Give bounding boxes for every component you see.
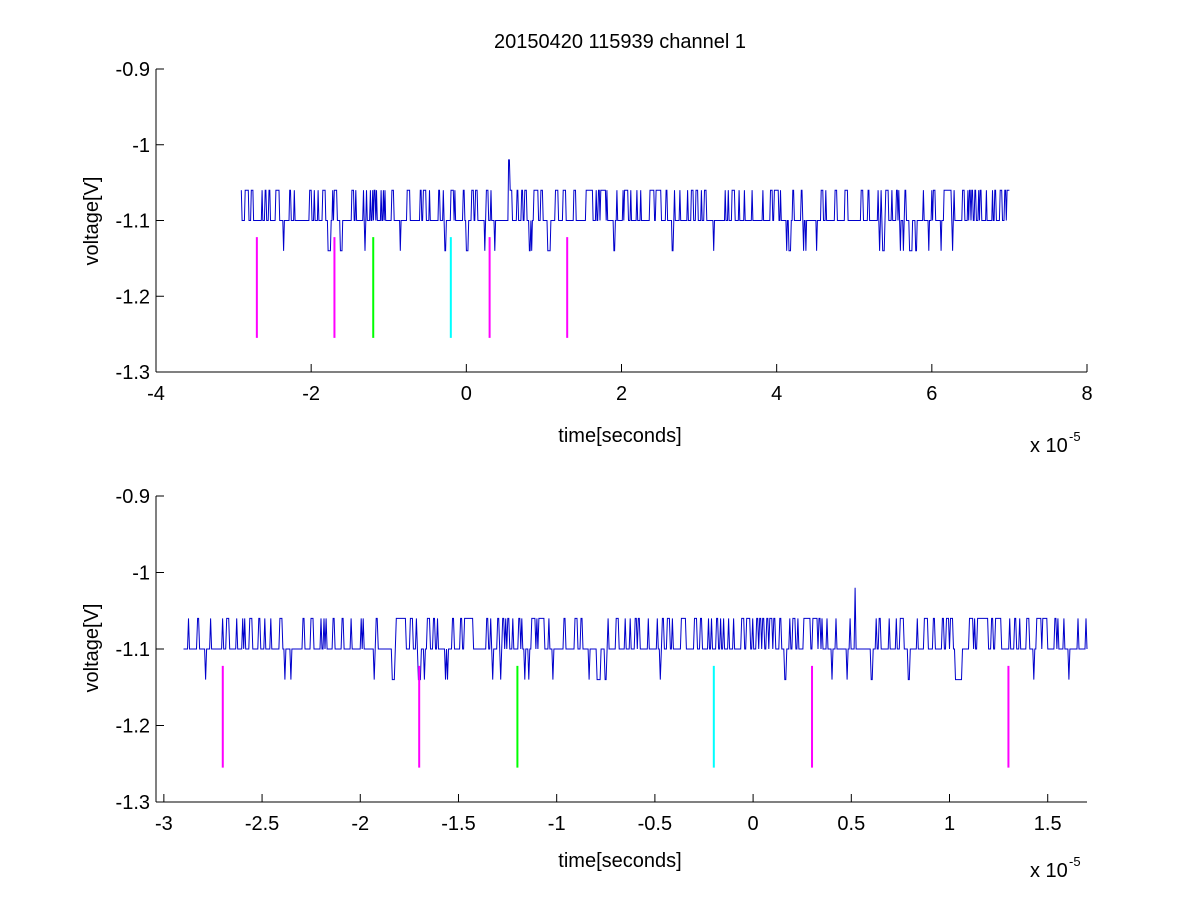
top-x-tick-label: -4 [147,383,165,405]
bottom-y-tick-label: -1.2 [116,716,150,738]
bottom-y-tick-label: -1.3 [116,792,150,814]
bottom-y-axis-label: voltage[V] [81,604,103,693]
top-x-scale-exponent: -5 [1069,429,1081,444]
bottom-x-scale-label: x 10 [1030,860,1068,882]
top-y-tick-label: -1.2 [116,286,150,308]
top-x-tick-label: 0 [461,383,472,405]
top-voltage-trace [240,159,1010,252]
bottom-x-tick-label: 1 [944,813,955,835]
top-x-scale-label: x 10 [1030,435,1068,457]
bottom-event-markers [221,665,1010,768]
top-y-axis-label: voltage[V] [81,177,103,266]
bottom-signal-line [183,587,1088,681]
bottom-x-scale-exponent: -5 [1069,854,1081,869]
bottom-x-tick-label: 1.5 [1034,813,1062,835]
bottom-x-tick-label: 0 [748,813,759,835]
top-x-tick-label: -2 [302,383,320,405]
top-event-markers [255,237,569,338]
top-signal-line [240,159,1010,252]
top-x-tick-label: 6 [926,383,937,405]
bottom-y-tick-label: -1.1 [116,639,150,661]
top-ticks: -4 -2 0 2 4 6 8 -1.3 -1.2 -1.1 -1 -0.9 [116,59,1093,405]
top-x-tick-label: 2 [616,383,627,405]
top-subplot: -4 -2 0 2 4 6 8 -1.3 -1.2 -1.1 -1 -0.9 time[seconds… [81,59,1093,457]
bottom-subplot: -3 -2.5 -2 -1.5 -1 -0.5 0 0.5 1 1.5 -1.3 -1.2 -1.1 -1… [81,486,1088,882]
bottom-y-tick-label: -1 [132,563,150,585]
bottom-x-tick-label: -1.5 [441,813,475,835]
top-x-tick-label: 8 [1081,383,1092,405]
bottom-ticks: -3 -2.5 -2 -1.5 -1 -0.5 0 0.5 1 1.5 -1.3 -1.2 -1.1 -1… [116,486,1062,835]
top-y-tick-label: -0.9 [116,59,150,81]
figure-title: 20150420 115939 channel 1 [494,31,746,53]
bottom-x-tick-label: -0.5 [638,813,672,835]
bottom-y-tick-label: -0.9 [116,486,150,508]
top-y-tick-label: -1.1 [116,211,150,233]
bottom-x-axis-label: time[seconds] [558,850,681,872]
top-x-axis-label: time[seconds] [558,425,681,447]
top-x-tick-label: 4 [771,383,782,405]
top-y-tick-label: -1 [132,135,150,157]
top-y-tick-label: -1.3 [116,362,150,384]
bottom-x-tick-label: 0.5 [837,813,865,835]
bottom-x-tick-label: -3 [155,813,173,835]
bottom-x-tick-label: -2 [351,813,369,835]
bottom-voltage-trace [183,587,1088,681]
bottom-x-tick-label: -1 [548,813,566,835]
bottom-x-tick-label: -2.5 [245,813,279,835]
